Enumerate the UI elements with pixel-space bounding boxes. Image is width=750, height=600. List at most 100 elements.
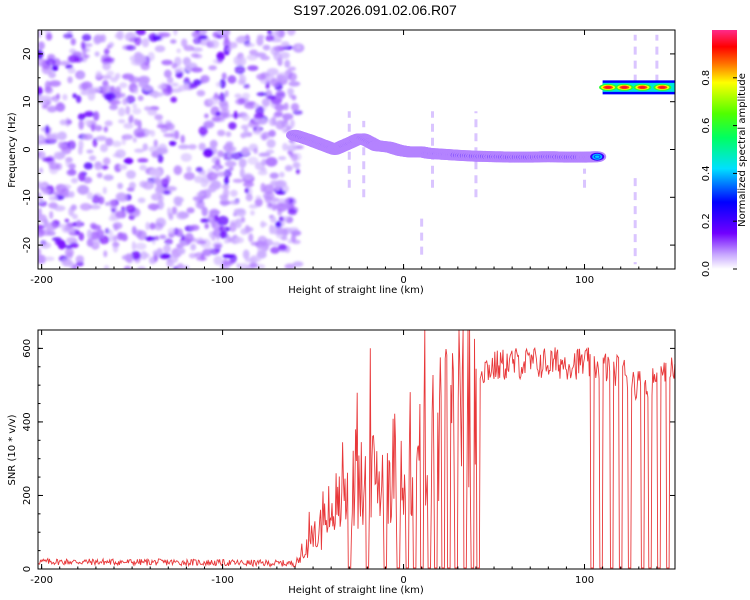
noise-blob [234,93,242,99]
noise-blob [174,130,180,140]
noise-blob [54,98,59,103]
noise-blob [45,124,50,134]
noise-blob [78,72,85,79]
noise-blob [137,266,146,269]
noise-blob [82,133,94,140]
noise-blob [270,46,280,56]
noise-blob [68,191,75,198]
noise-blob [230,189,238,197]
noise-blob [176,48,181,54]
noise-blob [137,95,144,101]
noise-blob [195,166,203,173]
noise-blob [244,102,256,110]
noise-blob [38,181,42,190]
noise-blob [166,261,174,268]
noise-blob [123,157,134,165]
noise-blob [155,176,161,187]
noise-blob [43,218,49,226]
noise-blob [284,165,293,172]
noise-blob [101,85,113,93]
trace-cell [595,155,600,158]
noise-blob [111,208,116,213]
noise-blob [241,146,250,155]
noise-blob [163,69,172,79]
noise-blob [173,196,182,206]
noise-blob [134,229,143,238]
noise-blob [267,202,273,208]
spectrogram-heatmap [38,30,675,269]
noise-blob [216,58,223,64]
noise-blob [134,148,145,153]
noise-blob [71,177,78,184]
noise-blob [112,235,118,242]
noise-region [38,30,305,269]
noise-blob [125,95,136,104]
noise-blob [240,228,248,235]
noise-blob [57,239,66,250]
noise-blob [103,126,109,133]
noise-blob [174,69,182,74]
noise-blob [39,242,52,249]
noise-blob [53,205,66,212]
noise-blob [81,34,92,42]
noise-blob [66,119,73,125]
noise-blob [156,147,169,155]
noise-blob [248,204,259,209]
noise-blob [115,210,126,219]
noise-blob [95,70,102,79]
noise-blob [93,111,100,121]
noise-blob [79,203,92,211]
noise-blob [76,219,82,229]
noise-blob [94,125,103,132]
noise-blob [242,249,250,260]
noise-blob [170,39,177,44]
noise-blob [204,113,209,119]
noise-blob [115,149,126,159]
noise-blob [163,133,175,138]
noise-blob [38,86,43,96]
noise-blob [274,36,280,42]
noise-blob [266,139,276,148]
noise-blob [233,212,238,217]
noise-blob [224,35,229,45]
upper-trace-cell [605,86,612,89]
noise-blob [229,200,240,205]
noise-blob [136,131,146,138]
noise-blob [214,165,220,172]
noise-blob [181,38,188,48]
noise-blob [152,35,162,41]
noise-blob [123,122,134,129]
noise-blob [287,87,295,96]
noise-blob [100,144,108,153]
noise-blob [291,239,301,245]
noise-blob [261,134,267,141]
noise-blob [147,109,158,116]
noise-blob [216,171,228,177]
noise-blob [38,150,46,160]
noise-blob [275,119,286,130]
noise-blob [135,30,146,36]
noise-blob [157,120,164,125]
noise-blob [238,97,245,105]
noise-blob [117,193,129,203]
noise-blob [48,195,58,201]
noise-blob [209,139,218,149]
noise-blob [187,83,198,89]
noise-blob [90,222,97,229]
noise-blob [233,208,245,214]
noise-blob [153,222,164,231]
noise-blob [275,190,286,195]
colorbar: 0.0 0.2 0.4 0.6 0.8 Normalized spectral ampl… [701,30,748,277]
noise-blob [92,238,100,247]
noise-blob [254,52,267,58]
noise-blob [51,237,62,242]
noise-blob [241,92,251,100]
noise-blob [80,41,86,50]
noise-blob [198,126,208,136]
noise-blob [52,191,63,196]
noise-blob [225,47,232,52]
noise-blob [44,86,52,93]
noise-blob [59,119,67,126]
noise-blob [68,163,76,170]
